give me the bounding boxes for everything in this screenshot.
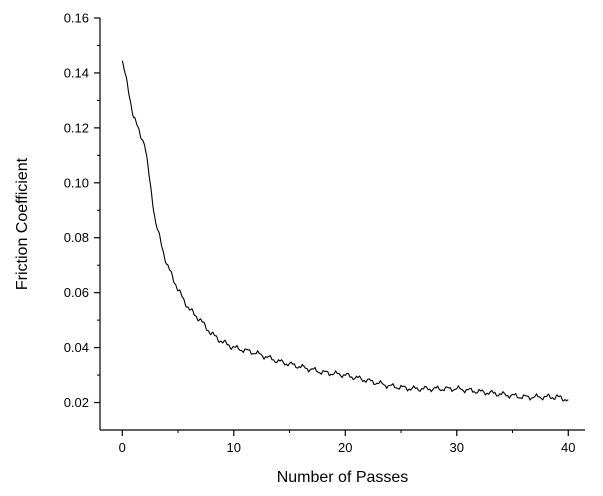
ticks-layer: 0 10 20 30 40 0.02 0.04 0.06 0.08 0.10 0.12 0.14 0.1… [64,11,576,456]
y-tick-label: 0.04 [64,340,89,355]
y-axis-title: Friction Coefficient [14,157,31,290]
y-tick-label: 0.02 [64,395,89,410]
y-tick-label: 0.14 [64,65,89,80]
x-tick-label: 20 [338,440,352,455]
y-tick-label: 0.06 [64,285,89,300]
y-tick-label: 0.16 [64,11,89,26]
x-axis-title: Number of Passes [277,469,409,486]
x-tick-label: 30 [450,440,464,455]
axes-layer [99,18,585,431]
y-tick-label: 0.08 [64,230,89,245]
y-tick-label: 0.10 [64,175,89,190]
friction-series-line [121,60,569,402]
y-tick-label: 0.12 [64,120,89,135]
x-tick-label: 40 [561,440,575,455]
x-tick-label: 0 [119,440,126,455]
series-layer [121,60,569,402]
x-tick-label: 10 [227,440,241,455]
